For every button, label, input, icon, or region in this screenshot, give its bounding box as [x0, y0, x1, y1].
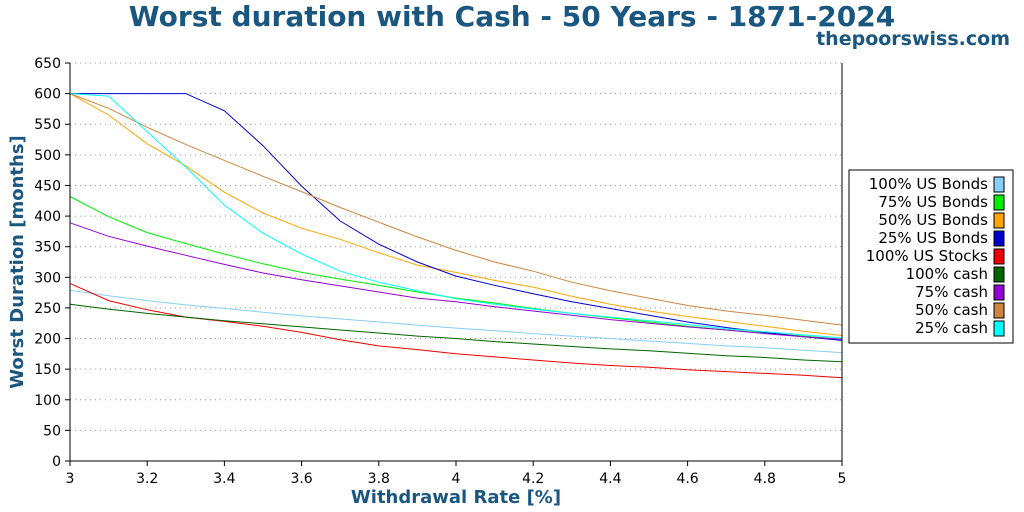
- x-tick-label: 4.2: [522, 471, 544, 487]
- legend-swatch: [993, 194, 1005, 211]
- legend-label: 50% US Bonds: [878, 211, 988, 229]
- legend-swatch: [993, 212, 1005, 229]
- series-lines: [69, 93, 843, 379]
- y-axis-title: Worst Duration [months]: [7, 135, 28, 389]
- x-tick-label: 3.6: [290, 471, 312, 487]
- series-line: [69, 93, 843, 336]
- x-axis-title: Withdrawal Rate [%]: [351, 487, 561, 508]
- series-line: [69, 93, 843, 326]
- x-tick-label: 3.8: [368, 471, 390, 487]
- series-line: [69, 289, 843, 354]
- legend-label: 100% cash: [906, 265, 988, 283]
- legend-label: 100% US Stocks: [866, 247, 988, 265]
- x-tick-label: 3.4: [213, 471, 235, 487]
- y-tick-label: 50: [43, 423, 61, 439]
- y-tick-label: 100: [34, 393, 61, 409]
- legend-label: 50% cash: [915, 301, 988, 319]
- x-tick-label: 4: [452, 471, 461, 487]
- y-tick-label: 350: [34, 240, 61, 256]
- y-tick-label: 550: [34, 117, 61, 133]
- legend-swatch: [993, 266, 1005, 283]
- legend-label: 25% US Bonds: [878, 229, 988, 247]
- x-tick-label: 5: [838, 471, 847, 487]
- y-tick-label: 450: [34, 178, 61, 194]
- grid-lines: [70, 62, 842, 431]
- y-tick-label: 600: [34, 87, 61, 103]
- legend-label: 25% cash: [915, 319, 988, 337]
- tick-labels: 0 50 100 150 200 250 300 350 400 450 500 550 600 650 3…: [34, 56, 846, 487]
- series-line: [69, 196, 843, 340]
- series-line: [70, 93, 843, 341]
- x-tick-label: 4.4: [599, 471, 621, 487]
- legend-label: 75% US Bonds: [878, 193, 988, 211]
- legend-swatch: [993, 302, 1005, 319]
- legend-swatch: [993, 284, 1005, 301]
- legend-swatch: [993, 176, 1005, 193]
- watermark-text: thepoorswiss.com: [816, 28, 1010, 50]
- series-line: [69, 93, 843, 339]
- series-line: [69, 303, 843, 363]
- chart-title: Worst duration with Cash - 50 Years - 18…: [128, 0, 896, 33]
- y-tick-label: 150: [34, 362, 61, 378]
- y-tick-label: 400: [34, 209, 61, 225]
- x-tick-label: 4.6: [676, 471, 698, 487]
- series-line: [69, 282, 843, 379]
- legend-label: 100% US Bonds: [869, 175, 988, 193]
- x-tick-label: 4.8: [754, 471, 776, 487]
- y-tick-label: 300: [34, 270, 61, 286]
- axes: [65, 62, 843, 466]
- y-tick-label: 0: [52, 454, 61, 470]
- legend-swatch: [993, 230, 1005, 247]
- legend-swatch: [993, 248, 1005, 265]
- legend-box: [848, 169, 1014, 344]
- y-tick-label: 650: [34, 56, 61, 72]
- y-tick-label: 200: [34, 332, 61, 348]
- series-line: [69, 222, 843, 340]
- x-tick-label: 3: [66, 471, 75, 487]
- y-tick-label: 500: [34, 148, 61, 164]
- legend-swatch: [993, 320, 1005, 337]
- legend-label: 75% cash: [915, 283, 988, 301]
- x-tick-label: 3.2: [136, 471, 158, 487]
- y-tick-label: 250: [34, 301, 61, 317]
